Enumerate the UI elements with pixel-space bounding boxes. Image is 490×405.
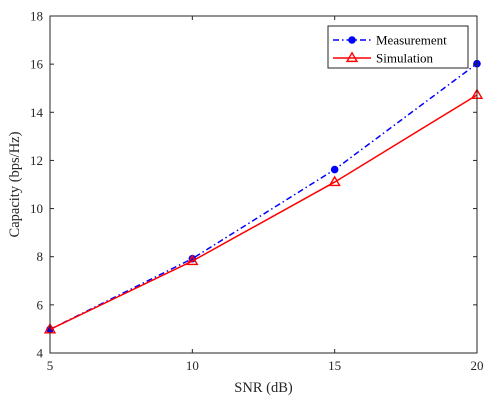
plot-frame: [49, 15, 478, 354]
y-tick-label: 6: [37, 297, 44, 312]
legend: Measurement Simulation: [327, 25, 469, 69]
series-line-simulation: [49, 94, 478, 331]
x-tick-label: 10: [186, 358, 199, 373]
y-tick-label: 14: [30, 105, 44, 120]
x-tick-label: 20: [471, 358, 484, 373]
y-tick-label: 18: [30, 9, 43, 24]
legend-marker-simulation: [345, 51, 359, 63]
y-tick-label: 8: [37, 249, 44, 264]
legend-entry-measurement: Measurement: [333, 33, 447, 48]
legend-marker-measurement: [348, 36, 356, 44]
y-axis-label: Capacity (bps/Hz): [7, 131, 23, 237]
y-tick-label: 10: [30, 201, 43, 216]
legend-entry-simulation: Simulation: [333, 51, 434, 66]
series-line-measurement: [49, 63, 478, 331]
data-point-measurement: [330, 165, 339, 174]
data-point-simulation: [186, 254, 199, 266]
data-point-simulation: [328, 175, 341, 187]
x-tick-label: 15: [328, 358, 341, 373]
y-tick-label: 4: [37, 346, 44, 361]
plot-area: [43, 59, 484, 334]
y-tick-label: 12: [30, 153, 43, 168]
legend-label-simulation: Simulation: [376, 51, 434, 66]
legend-label-measurement: Measurement: [376, 33, 447, 48]
x-axis-label: SNR (dB): [234, 380, 293, 396]
axes: 5 10 15 20 4 6 8 10 12 14 16 18: [30, 9, 484, 374]
y-tick-label: 16: [30, 57, 44, 72]
x-tick-label: 5: [47, 358, 54, 373]
